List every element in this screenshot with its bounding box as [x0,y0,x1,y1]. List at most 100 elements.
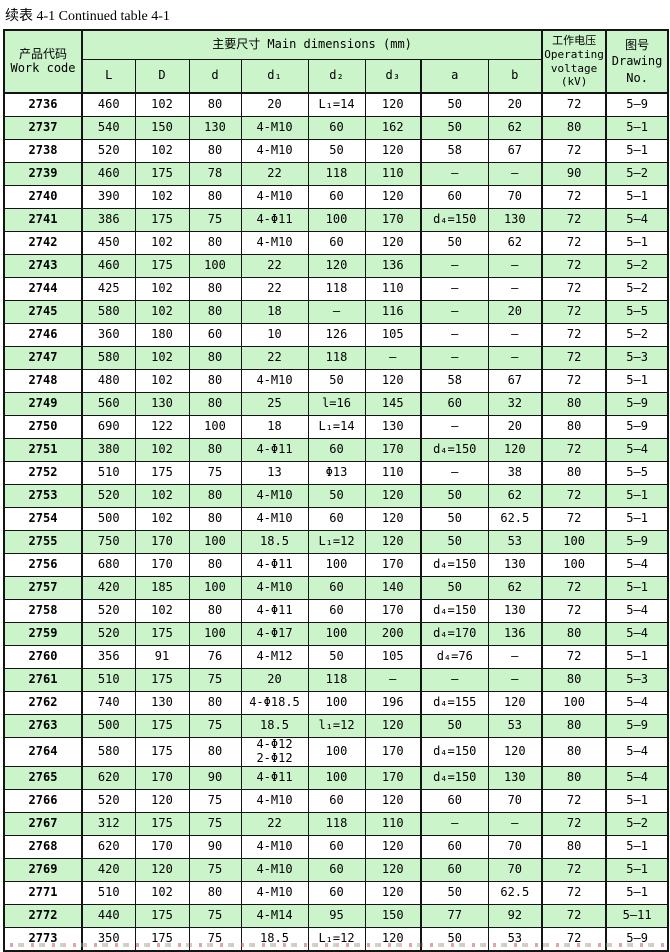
cell-d2: 100 [307,208,366,232]
cell-d: 75 [188,811,242,836]
table-row: 2740 390 102 80 4-M10 60 120 60 70 72 5—1 [3,185,669,209]
cell-D: 130 [134,392,190,416]
cell-d1: 4-Φ11 [240,208,309,232]
header-col-d: d [188,59,242,94]
cell-b: 120 [487,691,543,715]
cell-kv: 80 [541,622,607,646]
cell-d1: 4-M10 [240,139,309,163]
table-row: 2760 356 91 76 4-M12 50 105 d₄=76—72 5—1 [3,645,669,669]
cell-code: 2744 [3,277,83,301]
cell-d2: 126 [307,323,366,347]
cell-a: d₄=150 [420,438,489,462]
cell-D: 102 [134,346,190,370]
cell-a: d₄=150 [420,208,489,232]
cell-code: 2739 [3,162,83,186]
cell-d2: 118 [307,277,366,301]
cell-d1: 4-M14 [240,903,309,928]
cell-d1: 4-Φ11 [240,438,309,462]
cell-code: 2768 [3,834,83,859]
cell-d2: 50 [307,139,366,163]
cell-d1: 25 [240,392,309,416]
header-work-code: 产品代码 Work code [3,29,83,94]
cell-code: 2771 [3,880,83,905]
cell-d2: 118 [307,346,366,370]
cell-L: 380 [81,438,136,462]
cell-kv: 72 [541,645,607,669]
cell-no: 5—2 [605,811,669,836]
cell-a: d₄=76 [420,645,489,669]
table-row: 2771 510 102 80 4-M10 60 120 50 62.5 72 5—1 [3,880,669,905]
cell-d2: 100 [307,691,366,715]
cell-d3: 120 [364,507,422,531]
cell-L: 360 [81,323,136,347]
cell-D: 122 [134,415,190,439]
cell-d: 80 [188,691,242,715]
cell-code: 2755 [3,530,83,554]
cell-no: 5—4 [605,691,669,715]
cell-d2: 60 [307,880,366,905]
cell-b: 70 [487,788,543,813]
cell-code: 2761 [3,668,83,692]
cell-d2: 60 [307,185,366,209]
cell-no: 5—1 [605,507,669,531]
cell-kv: 80 [541,834,607,859]
cell-d1: 22 [240,254,309,278]
cell-d2: 100 [307,765,366,790]
cutoff-footnote-fragment [3,943,667,947]
table-row: 2773 350 175 75 18.5 L₁=12 120 50 53 72 5—9 [3,926,669,952]
table-row: 2763 500 175 75 18.5 l₁=12 120 50 53 80 5—9 [3,714,669,738]
cell-d1: 4-Φ11 [240,599,309,623]
cell-no: 5—1 [605,834,669,859]
cell-L: 500 [81,507,136,531]
cell-d3: 105 [364,645,422,669]
cell-L: 690 [81,415,136,439]
cell-d: 80 [188,438,242,462]
cell-d1: 4-M10 [240,834,309,859]
cell-no: 5—9 [605,714,669,738]
cell-d: 75 [188,668,242,692]
cell-d3: 120 [364,369,422,393]
cell-code: 2738 [3,139,83,163]
cell-d3: 120 [364,231,422,255]
cell-d1: 18.5 [240,714,309,738]
cell-a: — [420,300,489,324]
cell-a: 50 [420,714,489,738]
cell-b: 67 [487,139,543,163]
cell-D: 102 [134,139,190,163]
page-title: 续表 4-1 Continued table 4-1 [5,9,170,24]
cell-d: 80 [188,392,242,416]
cell-code: 2742 [3,231,83,255]
cell-b: — [487,811,543,836]
cell-D: 175 [134,737,190,767]
table-row: 2756 680 170 80 4-Φ11 100 170 d₄=150 130 100 5—4 [3,553,669,577]
cell-code: 2756 [3,553,83,577]
cell-b: 67 [487,369,543,393]
cell-a: — [420,811,489,836]
table-row: 2745 580 102 80 18—116—20 72 5—5 [3,300,669,324]
cell-d: 100 [188,576,242,600]
cell-d2: L₁=12 [307,926,366,952]
table-row: 2736 460 102 80 20 L₁=14 120 50 20 72 5—9 [3,92,669,117]
cell-D: 102 [134,300,190,324]
header-operating-voltage: 工作电压 Operating voltage (kV) [541,29,607,94]
cell-D: 102 [134,507,190,531]
cell-code: 2759 [3,622,83,646]
cell-d2: 118 [307,811,366,836]
cell-d: 80 [188,185,242,209]
cell-d3: 120 [364,185,422,209]
cell-D: 102 [134,185,190,209]
cell-D: 175 [134,811,190,836]
cell-L: 580 [81,737,136,767]
cell-L: 580 [81,346,136,370]
header-col-d1: d₁ [240,59,309,94]
cell-no: 5—4 [605,208,669,232]
dimensions-table: 产品代码 Work code 主要尺寸 Main dimensions (mm)… [3,29,670,952]
cell-d3: 110 [364,277,422,301]
cell-d1: 4-M10 [240,116,309,140]
cell-a: d₄=150 [420,599,489,623]
cell-b: — [487,277,543,301]
cell-D: 102 [134,880,190,905]
cell-kv: 72 [541,254,607,278]
cell-d1: 22 [240,346,309,370]
cell-no: 5—9 [605,92,669,117]
